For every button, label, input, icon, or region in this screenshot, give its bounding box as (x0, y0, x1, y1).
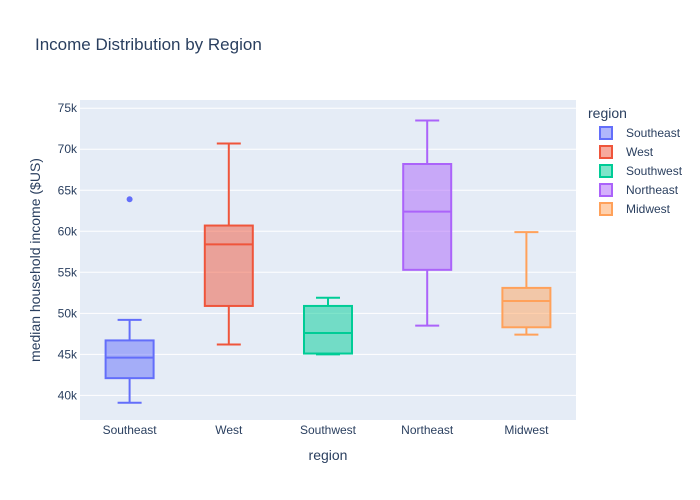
legend-swatch (599, 126, 613, 140)
box-southwest (303, 296, 353, 356)
legend-swatch (599, 202, 613, 216)
iqr-box (402, 163, 453, 271)
legend-title: region (588, 105, 627, 121)
box-west (203, 142, 254, 346)
legend-item-northeast[interactable]: Northeast (599, 183, 679, 197)
legend-label: Southwest (626, 164, 683, 178)
legend-item-west[interactable]: West (599, 145, 654, 159)
x-tick-label: Southwest (300, 423, 357, 437)
box-southeast (104, 196, 155, 404)
x-axis-title: region (309, 447, 348, 463)
y-tick-label: 40k (58, 388, 78, 402)
box-northeast (402, 119, 453, 327)
y-tick-label: 50k (58, 306, 78, 320)
legend-swatch (599, 164, 613, 178)
plot-area (80, 100, 576, 420)
iqr-box (203, 224, 254, 307)
x-tick-label: Southeast (103, 423, 158, 437)
y-tick-label: 65k (58, 183, 78, 197)
legend-label: Midwest (626, 202, 671, 216)
x-tick-label: Midwest (504, 423, 549, 437)
y-tick-label: 55k (58, 265, 78, 279)
iqr-box (501, 286, 552, 329)
outlier-point (126, 196, 133, 203)
x-tick-label: West (215, 423, 243, 437)
legend-item-southeast[interactable]: Southeast (599, 126, 681, 140)
chart-title: Income Distribution by Region (35, 35, 262, 54)
y-tick-label: 45k (58, 347, 78, 361)
x-tick-label: Northeast (401, 423, 454, 437)
legend-label: West (626, 145, 654, 159)
legend-item-midwest[interactable]: Midwest (599, 202, 671, 216)
iqr-box (104, 339, 155, 380)
y-tick-label: 70k (58, 142, 78, 156)
legend-label: Southeast (626, 126, 681, 140)
iqr-box (303, 304, 353, 355)
legend-label: Northeast (626, 183, 679, 197)
x-axis-ticks: Southeast West Southwest Northeast Midwest (103, 423, 549, 437)
box-series (104, 119, 552, 404)
legend-swatch (599, 183, 613, 197)
y-axis-title: median household income ($US) (27, 158, 43, 362)
legend-swatch (599, 145, 613, 159)
legend-item-southwest[interactable]: Southwest (599, 164, 683, 178)
y-tick-label: 75k (58, 101, 78, 115)
legend[interactable]: region Southeast West Southwest Northeast Mi… (588, 105, 683, 216)
y-axis-ticks: 40k 45k 50k 55k 60k 65k 70k 75k (58, 101, 78, 402)
box-midwest (501, 231, 552, 336)
y-tick-label: 60k (58, 224, 78, 238)
